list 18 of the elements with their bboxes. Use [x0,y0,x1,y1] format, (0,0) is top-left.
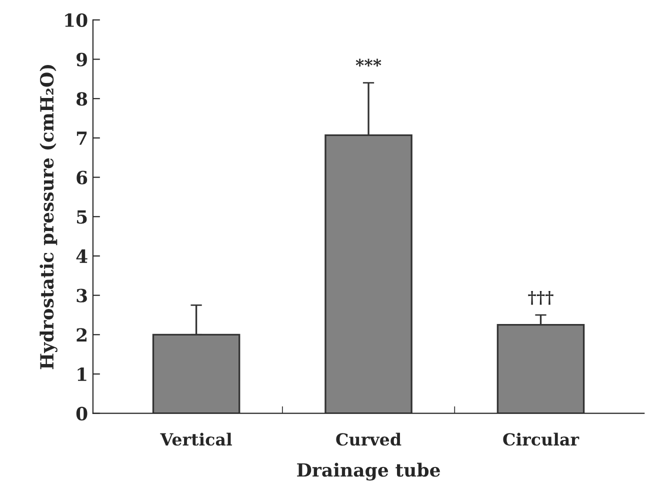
annotation: *** [356,58,382,66]
x-tick-label: Circular [503,432,580,446]
y-tick-label: 6 [76,170,88,184]
y-tick-label: 10 [65,13,88,28]
y-tick-label: 3 [76,288,87,302]
x-axis-title: Drainage tube [297,462,440,481]
y-tick-label: 1 [78,367,86,381]
annotation: ††† [528,291,554,305]
y-tick-label: 4 [76,249,88,263]
y-axis-title: Hydrostatic pressure (cmH₂O) [40,65,58,370]
x-tick-label: Curved [336,432,402,446]
y-tick-label: 8 [76,92,88,106]
x-tick-label: Vertical [160,432,232,446]
y-tick-label: 9 [76,52,87,66]
y-tick-label: 7 [76,132,87,145]
y-tick-label: 5 [77,210,87,224]
y-tick-label: 0 [76,406,88,420]
y-tick-label: 2 [76,328,86,342]
